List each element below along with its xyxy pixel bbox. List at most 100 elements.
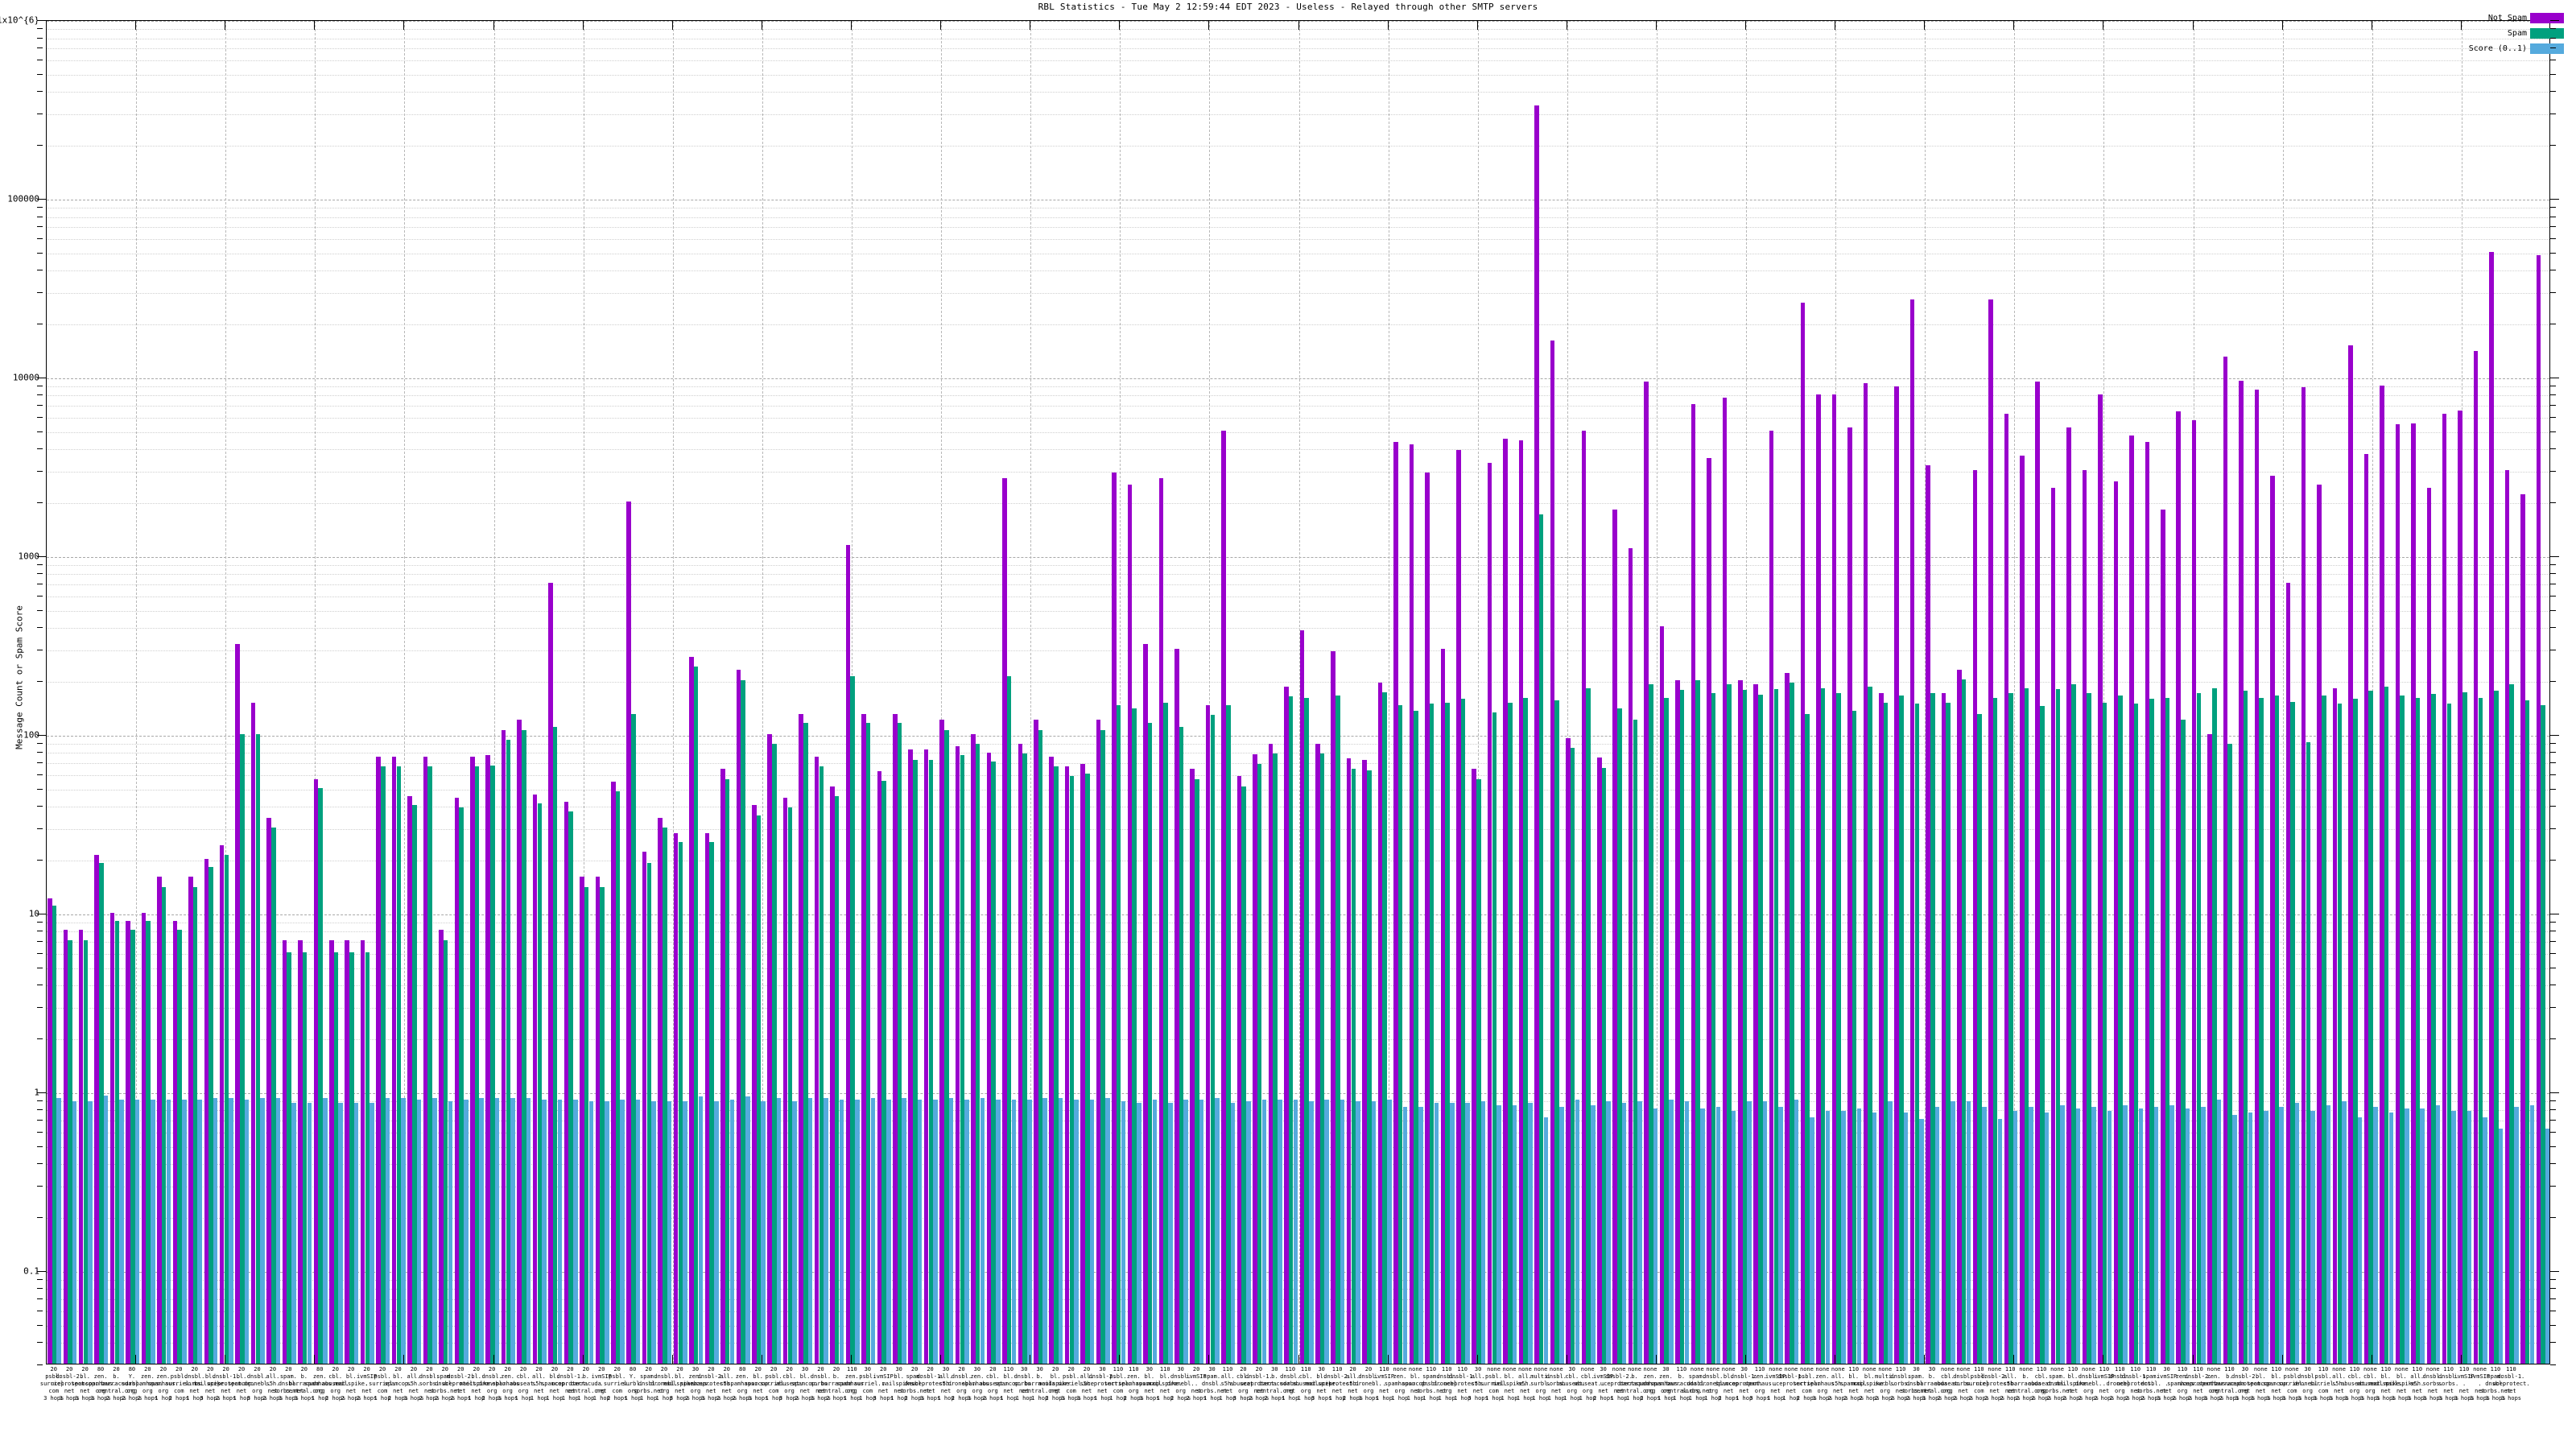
bar-sp[interactable] — [2259, 697, 2264, 1364]
bar-group[interactable] — [1643, 21, 1658, 1364]
bar-sp[interactable] — [960, 755, 965, 1364]
bar-ns[interactable] — [1393, 442, 1398, 1364]
bar-ns[interactable] — [1894, 386, 1899, 1364]
bar-sp[interactable] — [146, 921, 151, 1364]
bar-sc[interactable] — [1747, 1101, 1752, 1364]
bar-group[interactable] — [1831, 21, 1847, 1364]
bar-sp[interactable] — [2337, 704, 2343, 1364]
bar-sc[interactable] — [745, 1096, 750, 1364]
bar-group[interactable] — [907, 21, 923, 1364]
bar-sc[interactable] — [2483, 1117, 2487, 1364]
bar-sp[interactable] — [1210, 715, 1216, 1364]
bar-group[interactable] — [1033, 21, 1048, 1364]
bar-group[interactable] — [2363, 21, 2379, 1364]
bar-group[interactable] — [798, 21, 813, 1364]
bar-sp[interactable] — [1977, 713, 1982, 1364]
bar-sc[interactable] — [1966, 1101, 1971, 1364]
bar-sp[interactable] — [741, 680, 745, 1364]
bar-ns[interactable] — [1628, 547, 1633, 1364]
bar-sc[interactable] — [2420, 1108, 2425, 1364]
bar-sc[interactable] — [1684, 1101, 1690, 1364]
bar-group[interactable] — [172, 21, 188, 1364]
bar-group[interactable] — [829, 21, 844, 1364]
bar-group[interactable] — [2050, 21, 2066, 1364]
bar-group[interactable] — [1393, 21, 1408, 1364]
bar-sc[interactable] — [2264, 1110, 2268, 1364]
bar-sp[interactable] — [2524, 700, 2530, 1364]
bar-sp[interactable] — [2133, 704, 2139, 1364]
bar-sp[interactable] — [270, 828, 276, 1364]
bar-sc[interactable] — [1794, 1100, 1799, 1364]
bar-group[interactable] — [877, 21, 892, 1364]
bar-sc[interactable] — [2075, 1108, 2081, 1364]
bar-group[interactable] — [2097, 21, 2112, 1364]
bar-ns[interactable] — [94, 855, 99, 1364]
bar-sc[interactable] — [1575, 1100, 1580, 1364]
bar-sp[interactable] — [1820, 688, 1826, 1364]
bar-group[interactable] — [469, 21, 485, 1364]
bar-group[interactable] — [1439, 21, 1455, 1364]
bar-group[interactable] — [814, 21, 829, 1364]
bar-ns[interactable] — [1018, 744, 1023, 1364]
bar-sp[interactable] — [2040, 706, 2045, 1364]
bar-sp[interactable] — [1914, 704, 1920, 1364]
bar-group[interactable] — [1018, 21, 1033, 1364]
bar-ns[interactable] — [877, 771, 882, 1364]
bar-ns[interactable] — [611, 782, 616, 1364]
bar-ns[interactable] — [2050, 487, 2056, 1364]
bar-group[interactable] — [1847, 21, 1862, 1364]
bar-ns[interactable] — [141, 912, 147, 1364]
bar-group[interactable] — [407, 21, 422, 1364]
bar-sp[interactable] — [1288, 696, 1294, 1364]
bar-sp[interactable] — [2008, 692, 2013, 1364]
bar-sp[interactable] — [474, 766, 480, 1364]
bar-group[interactable] — [2473, 21, 2488, 1364]
bar-group[interactable] — [156, 21, 171, 1364]
bar-ns[interactable] — [2207, 733, 2212, 1364]
bar-sc[interactable] — [1387, 1100, 1392, 1364]
bar-sc[interactable] — [1215, 1097, 1220, 1364]
bar-ns[interactable] — [2129, 435, 2134, 1364]
bar-sc[interactable] — [353, 1103, 359, 1364]
bar-sc[interactable] — [2373, 1107, 2378, 1364]
bar-sc[interactable] — [1042, 1097, 1047, 1364]
bar-sc[interactable] — [1418, 1107, 1423, 1364]
bar-sp[interactable] — [83, 940, 89, 1364]
bar-group[interactable] — [1346, 21, 1361, 1364]
bar-ns[interactable] — [376, 756, 381, 1364]
bar-ns[interactable] — [1878, 692, 1884, 1364]
bar-sp[interactable] — [850, 676, 855, 1364]
bar-ns[interactable] — [548, 583, 553, 1364]
bar-sc[interactable] — [1402, 1107, 1408, 1364]
bar-sc[interactable] — [2248, 1113, 2253, 1364]
bar-group[interactable] — [782, 21, 798, 1364]
bar-sc[interactable] — [1700, 1108, 1705, 1364]
bar-group[interactable] — [751, 21, 766, 1364]
bar-sc[interactable] — [1058, 1097, 1063, 1364]
bar-sp[interactable] — [161, 886, 167, 1364]
bar-ns[interactable] — [1988, 299, 1993, 1364]
bar-group[interactable] — [1487, 21, 1502, 1364]
bar-ns[interactable] — [204, 859, 209, 1364]
bar-sc[interactable] — [698, 1096, 704, 1364]
bar-sc[interactable] — [667, 1101, 672, 1364]
bar-ns[interactable] — [1158, 478, 1164, 1364]
bar-sc[interactable] — [1449, 1103, 1455, 1364]
bar-group[interactable] — [391, 21, 407, 1364]
bar-ns[interactable] — [345, 940, 350, 1364]
bar-sc[interactable] — [260, 1097, 265, 1364]
bar-group[interactable] — [2395, 21, 2410, 1364]
bar-group[interactable] — [595, 21, 610, 1364]
bar-ns[interactable] — [1034, 720, 1038, 1364]
bar-ns[interactable] — [893, 713, 898, 1364]
bar-group[interactable] — [125, 21, 140, 1364]
bar-sp[interactable] — [709, 841, 714, 1364]
bar-sc[interactable] — [2060, 1104, 2065, 1364]
bar-ns[interactable] — [564, 801, 569, 1364]
bar-sc[interactable] — [1778, 1107, 1783, 1364]
bar-sc[interactable] — [588, 1101, 594, 1364]
bar-sc[interactable] — [1246, 1101, 1251, 1364]
bar-group[interactable] — [2254, 21, 2269, 1364]
bar-ns[interactable] — [1205, 705, 1211, 1364]
bar-group[interactable] — [2347, 21, 2363, 1364]
